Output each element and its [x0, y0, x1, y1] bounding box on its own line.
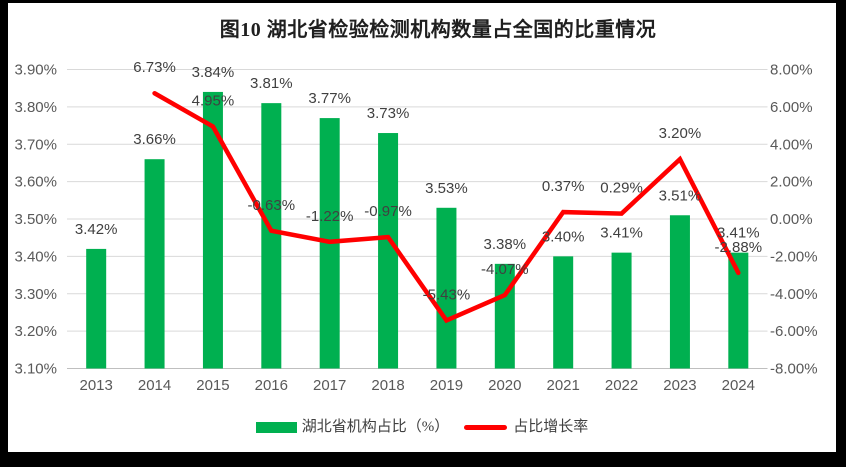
bar-2015	[202, 91, 223, 369]
bar-data-label-2016: 3.81%	[250, 75, 293, 92]
right-axis-tick-label: -4.00%	[770, 286, 818, 303]
x-axis-label-2017: 2017	[313, 377, 346, 394]
line-data-label-2022: 0.29%	[600, 180, 643, 197]
bar-data-label-2024: 3.41%	[717, 225, 760, 242]
bar-data-label-2013: 3.42%	[75, 221, 118, 238]
bar-2018	[378, 133, 399, 369]
bar-2021	[553, 256, 574, 369]
left-axis-tick-label: 3.30%	[14, 286, 57, 303]
line-data-label-2015: 4.95%	[192, 92, 235, 109]
right-axis-tick-label: 2.00%	[770, 174, 813, 191]
legend-bar-series-label: 湖北省机构占比（%）	[301, 419, 450, 435]
line-data-label-2019: -5.43%	[423, 286, 471, 303]
x-axis-label-2024: 2024	[722, 377, 755, 394]
combo-chart-plot-area: 3.90% 3.80% 3.70% 3.60% 3.50% 3.40% 3.30% 3.20%…	[14, 59, 818, 394]
right-axis-tick-label: -2.00%	[770, 248, 818, 265]
x-axis-label-2016: 2016	[255, 377, 288, 394]
bar-data-label-2017: 3.77%	[308, 90, 351, 107]
bar-data-label-2014: 3.66%	[133, 131, 176, 148]
line-data-label-2021: 0.37%	[542, 178, 585, 195]
bar-data-label-2021: 3.40%	[542, 228, 585, 245]
growth-rate-line	[152, 90, 741, 324]
chart-frame: 图10 湖北省检验检测机构数量占全国的比重情况 3.90% 3.80% 3.70% 3…	[8, 3, 836, 452]
x-axis-label-2022: 2022	[605, 377, 638, 394]
line-data-label-2014: 6.73%	[133, 59, 176, 76]
right-axis-tick-label: 0.00%	[770, 211, 813, 228]
x-axis-label-2014: 2014	[138, 377, 171, 394]
left-axis-tick-label: 3.60%	[14, 174, 57, 191]
legend-bar-swatch	[255, 422, 297, 433]
left-axis-tick-label: 3.50%	[14, 211, 57, 228]
left-axis-tick-label: 3.70%	[14, 136, 57, 153]
legend-line-series-label: 占比增长率	[513, 419, 589, 435]
line-data-label-2023: 3.20%	[659, 125, 702, 142]
bar-data-label-2015: 3.84%	[192, 64, 235, 81]
bar-2014	[144, 159, 165, 369]
bar-data-label-2023: 3.51%	[659, 187, 702, 204]
line-data-label-2016: -0.63%	[248, 197, 296, 214]
bar-data-label-2022: 3.41%	[600, 225, 643, 242]
right-axis-tick-label: 6.00%	[770, 99, 813, 116]
right-axis-tick-label: 8.00%	[770, 62, 813, 79]
bar-2022	[611, 252, 632, 369]
x-axis-label-2013: 2013	[80, 377, 113, 394]
x-axis-label-2019: 2019	[430, 377, 463, 394]
right-axis-tick-label: -6.00%	[770, 323, 818, 340]
line-data-label-2018: -0.97%	[364, 203, 412, 220]
bar-2023	[669, 215, 690, 369]
line-data-label-2017: -1.22%	[306, 208, 354, 225]
left-axis-tick-label: 3.90%	[14, 62, 57, 79]
x-axis-label-2018: 2018	[371, 377, 404, 394]
bar-2016	[261, 103, 282, 369]
left-axis-tick-label: 3.10%	[14, 361, 57, 378]
bar-data-label-2020: 3.38%	[484, 236, 527, 253]
left-axis-tick-label: 3.20%	[14, 323, 57, 340]
x-axis-label-2015: 2015	[196, 377, 229, 394]
left-axis-tick-label: 3.80%	[14, 99, 57, 116]
x-axis-label-2021: 2021	[547, 377, 580, 394]
x-axis-label-2020: 2020	[488, 377, 521, 394]
bar-data-label-2019: 3.53%	[425, 180, 468, 197]
bar-2020	[494, 263, 515, 369]
bar-2024	[728, 252, 749, 369]
chart-title: 图10 湖北省检验检测机构数量占全国的比重情况	[219, 19, 657, 41]
line-data-label-2024: -2.88%	[715, 239, 763, 256]
bar-data-label-2018: 3.73%	[367, 105, 410, 122]
left-axis-tick-label: 3.40%	[14, 248, 57, 265]
legend-line-swatch	[464, 425, 508, 430]
x-axis-label-2023: 2023	[663, 377, 696, 394]
chart-legend: 湖北省机构占比（%） 占比增长率	[8, 417, 836, 438]
right-axis-tick-label: -8.00%	[770, 361, 818, 378]
right-axis-tick-label: 4.00%	[770, 136, 813, 153]
line-data-label-2020: -4.07%	[481, 261, 529, 278]
bar-2013	[86, 248, 107, 369]
bar-2019	[436, 207, 457, 369]
